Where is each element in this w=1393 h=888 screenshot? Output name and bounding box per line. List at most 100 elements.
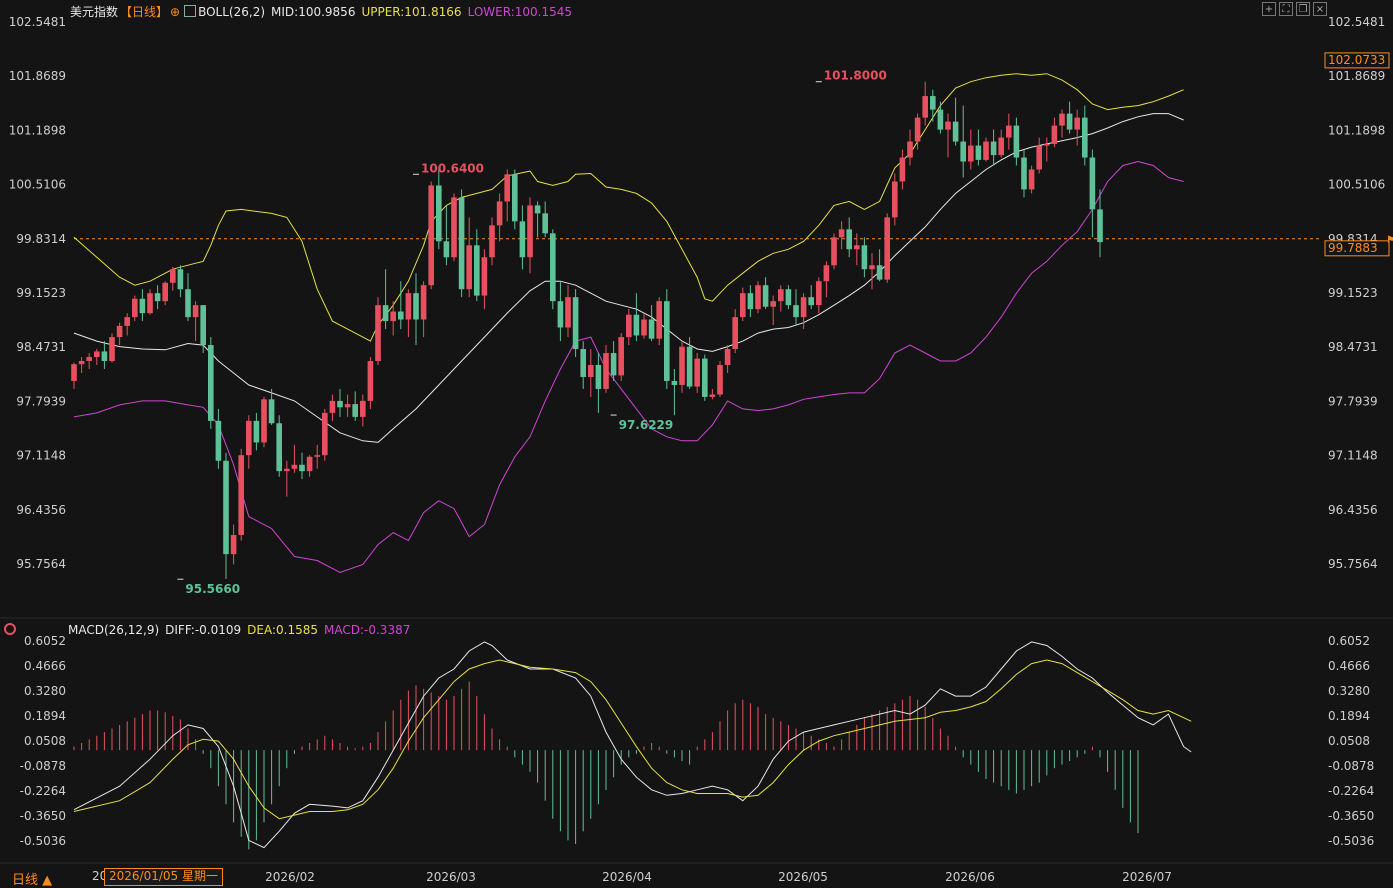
candle-body (527, 205, 533, 258)
extreme-label: 101.8000 (824, 69, 887, 83)
candle-body (101, 351, 108, 362)
candle-body (770, 301, 776, 307)
first-date-tick: 20 (92, 869, 108, 883)
candle-body (641, 319, 647, 336)
candle-body (428, 185, 434, 286)
date-tick: 2026/07 (1122, 870, 1172, 884)
candle-body (1013, 125, 1020, 158)
candle-body (892, 181, 898, 218)
alert-icon: ⚑ (1386, 235, 1393, 246)
candle-body (1036, 145, 1042, 170)
main-header: 美元指数 【日线】 ⊕ BOLL(26,2) MID:100.9856 UPPER:101… (70, 3, 578, 20)
candle-body (276, 423, 282, 472)
candle-body (215, 420, 222, 461)
boll-upper: UPPER:101.8166 (361, 5, 462, 19)
candle-body (740, 293, 746, 318)
boll-label[interactable]: BOLL(26,2) (198, 5, 266, 19)
candle-body (1028, 169, 1035, 190)
candle-body (1021, 157, 1027, 190)
candle-body (116, 325, 123, 338)
price-tick-left: 100.5106 (9, 178, 66, 192)
extreme-label: 100.6400 (421, 161, 484, 175)
candle-body (238, 455, 244, 535)
candle-body (1059, 113, 1065, 126)
candle-body (1097, 209, 1103, 243)
candle-body (261, 399, 267, 443)
candle-body (1051, 125, 1058, 144)
candle-body (413, 293, 419, 320)
macd-tick-left: -0.2264 (20, 784, 66, 798)
period-selector[interactable]: 日线 ▲ (12, 873, 53, 888)
candle-body (975, 145, 982, 160)
price-tick-right: 96.4356 (1328, 503, 1378, 517)
date-tick: 2026/05 (778, 870, 828, 884)
current-price-tag-box (1324, 240, 1390, 257)
crosshair-icon[interactable]: + (1262, 2, 1276, 16)
candle-body (496, 201, 503, 226)
candle-body (937, 109, 944, 130)
macd-label[interactable]: MACD(26,12,9) (68, 623, 160, 637)
candle-body (884, 217, 890, 280)
boll-upper-line (73, 73, 1184, 342)
candle-body (823, 265, 830, 282)
close-icon[interactable]: × (1313, 2, 1327, 16)
macd-value: MACD:-0.3387 (324, 623, 411, 637)
candle-body (436, 185, 442, 242)
candle-body (626, 314, 632, 338)
candle-body (360, 400, 366, 417)
candle-body (314, 455, 320, 457)
macd-tick-right: 0.6052 (1328, 634, 1370, 648)
candle-body (808, 297, 814, 306)
candle-body (268, 399, 275, 424)
macd-tick-right: 0.4666 (1328, 659, 1370, 673)
candle-body (208, 345, 214, 421)
candle-body (747, 293, 754, 310)
candle-body (534, 205, 541, 214)
indicator-icon[interactable] (184, 5, 197, 17)
macd-settings-icon[interactable] (4, 623, 16, 635)
add-icon[interactable]: ⊕ (170, 5, 181, 19)
candle-body (185, 289, 191, 318)
candle-body (762, 285, 769, 307)
candle-body (489, 225, 495, 258)
candle-body (192, 305, 199, 318)
candle-body (990, 141, 997, 156)
candle-body (869, 265, 875, 270)
candle-body (960, 141, 966, 162)
candle-body (398, 311, 404, 320)
candle-body (838, 229, 845, 238)
candle-body (443, 241, 450, 258)
price-marker-tag: 102.0733 (1328, 53, 1385, 67)
macd-tick-left: -0.5036 (20, 834, 66, 848)
candle-body (656, 301, 662, 339)
symbol-name: 美元指数 (70, 5, 119, 19)
candle-body (945, 121, 951, 130)
candle-body (854, 245, 860, 250)
candle-body (800, 297, 807, 318)
candle-body (337, 400, 343, 408)
candle-body (322, 412, 328, 456)
candle-body (71, 364, 77, 381)
macd-dea: DEA:0.1585 (247, 623, 319, 637)
boll-mid-line (73, 113, 1184, 443)
period-tag[interactable]: 【日线】 (120, 5, 169, 19)
macd-tick-right: -0.0878 (1328, 759, 1374, 773)
date-tick: 2026/03 (426, 870, 476, 884)
candle-body (633, 314, 640, 336)
candle-body (580, 349, 586, 377)
candle-body (648, 319, 655, 339)
macd-tick-left: -0.0878 (20, 759, 66, 773)
candle-body (694, 358, 700, 387)
candle-body (512, 174, 518, 222)
price-tick-left: 97.1148 (16, 449, 66, 463)
boll-lower: LOWER:100.1545 (467, 5, 572, 19)
candle-body (481, 257, 488, 296)
candle-body (831, 237, 837, 266)
restore-icon[interactable]: ❐ (1296, 2, 1310, 16)
price-tick-left: 99.8314 (16, 232, 66, 246)
fullscreen-icon[interactable]: ⛶ (1279, 2, 1293, 16)
candle-body (686, 346, 693, 387)
candle-body (671, 380, 678, 385)
candle-body (299, 464, 305, 472)
